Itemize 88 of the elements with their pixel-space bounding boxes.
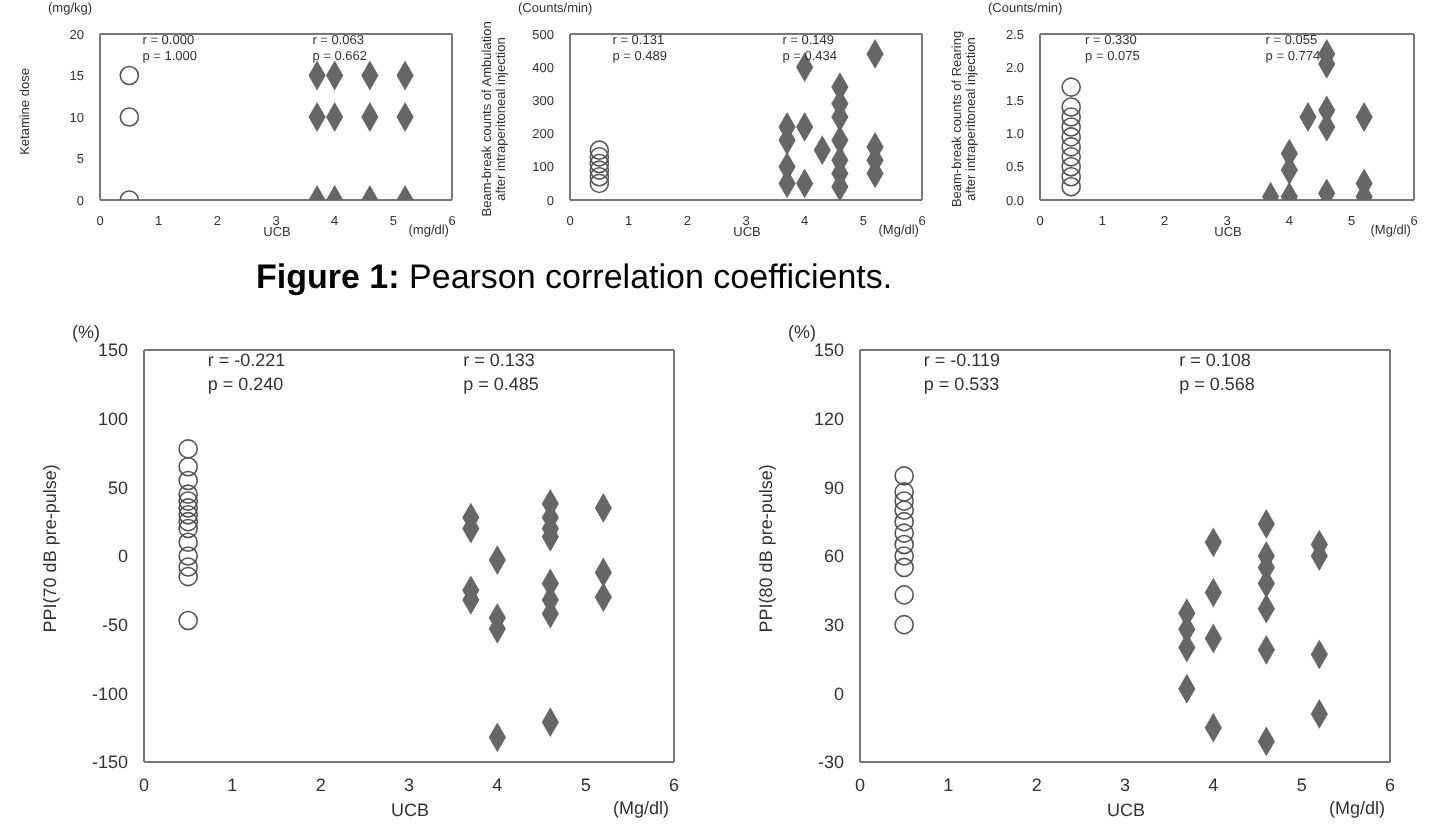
y-tick-label: 0 — [833, 683, 844, 704]
y-tick-label: 90 — [823, 477, 844, 498]
point — [1061, 176, 1081, 197]
point — [178, 610, 198, 631]
point — [894, 546, 914, 566]
x-tick-label: 6 — [668, 774, 680, 795]
y-tick-label: -150 — [91, 752, 128, 773]
y-tick-label: 60 — [823, 546, 844, 567]
x-tick-label: 5 — [580, 774, 591, 795]
point — [589, 173, 610, 194]
caption: Figure 1: Pearson correlation coefficients. — [256, 258, 893, 298]
point — [1061, 137, 1081, 157]
annotation: r = -0.119 — [923, 350, 1001, 370]
point — [894, 534, 914, 555]
x-tick-label: 4 — [492, 774, 503, 795]
point — [178, 532, 198, 553]
y-tick-label: -30 — [817, 752, 844, 773]
x-tick-label: 3 — [1119, 774, 1131, 795]
point — [178, 484, 198, 505]
y-tick-label: 150 — [97, 340, 128, 361]
x-tick-label: 2 — [315, 774, 326, 795]
point — [589, 147, 610, 167]
point — [1061, 147, 1081, 167]
y-tick-label: 120 — [813, 409, 844, 430]
x-tick-label: 6 — [1384, 774, 1396, 795]
annotation: r = -0.221 — [207, 350, 286, 370]
point — [119, 107, 140, 127]
point — [894, 466, 914, 486]
point — [178, 498, 198, 518]
x-axis-title: UCB — [1104, 800, 1147, 820]
y-tick-label: 100 — [97, 409, 128, 430]
text: (%) — [788, 322, 816, 342]
point — [894, 491, 914, 511]
x-tick-label: 4 — [1208, 774, 1219, 795]
point — [178, 456, 198, 477]
y-tick-label: -50 — [101, 615, 128, 636]
y-tick-label: 0 — [117, 546, 128, 567]
point — [1061, 97, 1081, 117]
x-tick-label: 2 — [1031, 774, 1042, 795]
point — [589, 160, 610, 180]
point — [178, 557, 198, 577]
x-tick-label: 5 — [1296, 774, 1307, 795]
point — [1061, 127, 1081, 147]
point — [894, 523, 914, 543]
y-tick-label: 50 — [107, 477, 128, 498]
point — [589, 166, 610, 187]
x-tick-label: 1 — [227, 774, 238, 795]
y-tick-label: 150 — [813, 340, 844, 361]
point — [119, 65, 140, 86]
annotation: r = 0.108 — [1179, 350, 1251, 370]
point — [1061, 77, 1081, 97]
point — [178, 511, 198, 532]
point — [894, 557, 914, 578]
x-tick-label: 0 — [854, 774, 866, 795]
y-tick-label: -100 — [91, 683, 128, 704]
point — [178, 470, 198, 491]
annotation: p = 0.485 — [463, 373, 539, 394]
point — [178, 546, 198, 566]
point — [894, 500, 914, 521]
point — [178, 566, 198, 587]
annotation: p = 0.568 — [1179, 373, 1255, 394]
annotation: p = 0.240 — [207, 373, 284, 394]
point — [894, 482, 914, 502]
x-tick-label: 0 — [138, 774, 150, 795]
point — [1061, 166, 1081, 187]
x-tick-label: 1 — [943, 774, 954, 795]
point — [1061, 156, 1081, 177]
point — [1061, 117, 1081, 137]
point — [894, 585, 914, 605]
point — [1061, 107, 1081, 127]
text: (Mg/dl) — [613, 798, 670, 818]
point — [178, 439, 198, 459]
annotation: r = 0.133 — [463, 350, 535, 370]
text: (Mg/dl) — [1329, 798, 1386, 818]
text: (%) — [72, 322, 100, 342]
y-tick-label: 30 — [823, 615, 844, 636]
x-tick-label: 3 — [403, 774, 415, 795]
y-axis-title: PPI(80 dB pre-pulse) — [755, 461, 777, 636]
point — [178, 518, 198, 539]
point — [178, 491, 198, 511]
point — [894, 614, 914, 635]
x-axis-title: UCB — [388, 800, 431, 820]
annotation: p = 0.533 — [923, 373, 1000, 394]
point — [178, 504, 198, 525]
point — [589, 140, 610, 161]
point — [589, 153, 610, 174]
point — [894, 511, 914, 532]
y-axis-title: PPI(70 dB pre-pulse) — [39, 461, 61, 636]
